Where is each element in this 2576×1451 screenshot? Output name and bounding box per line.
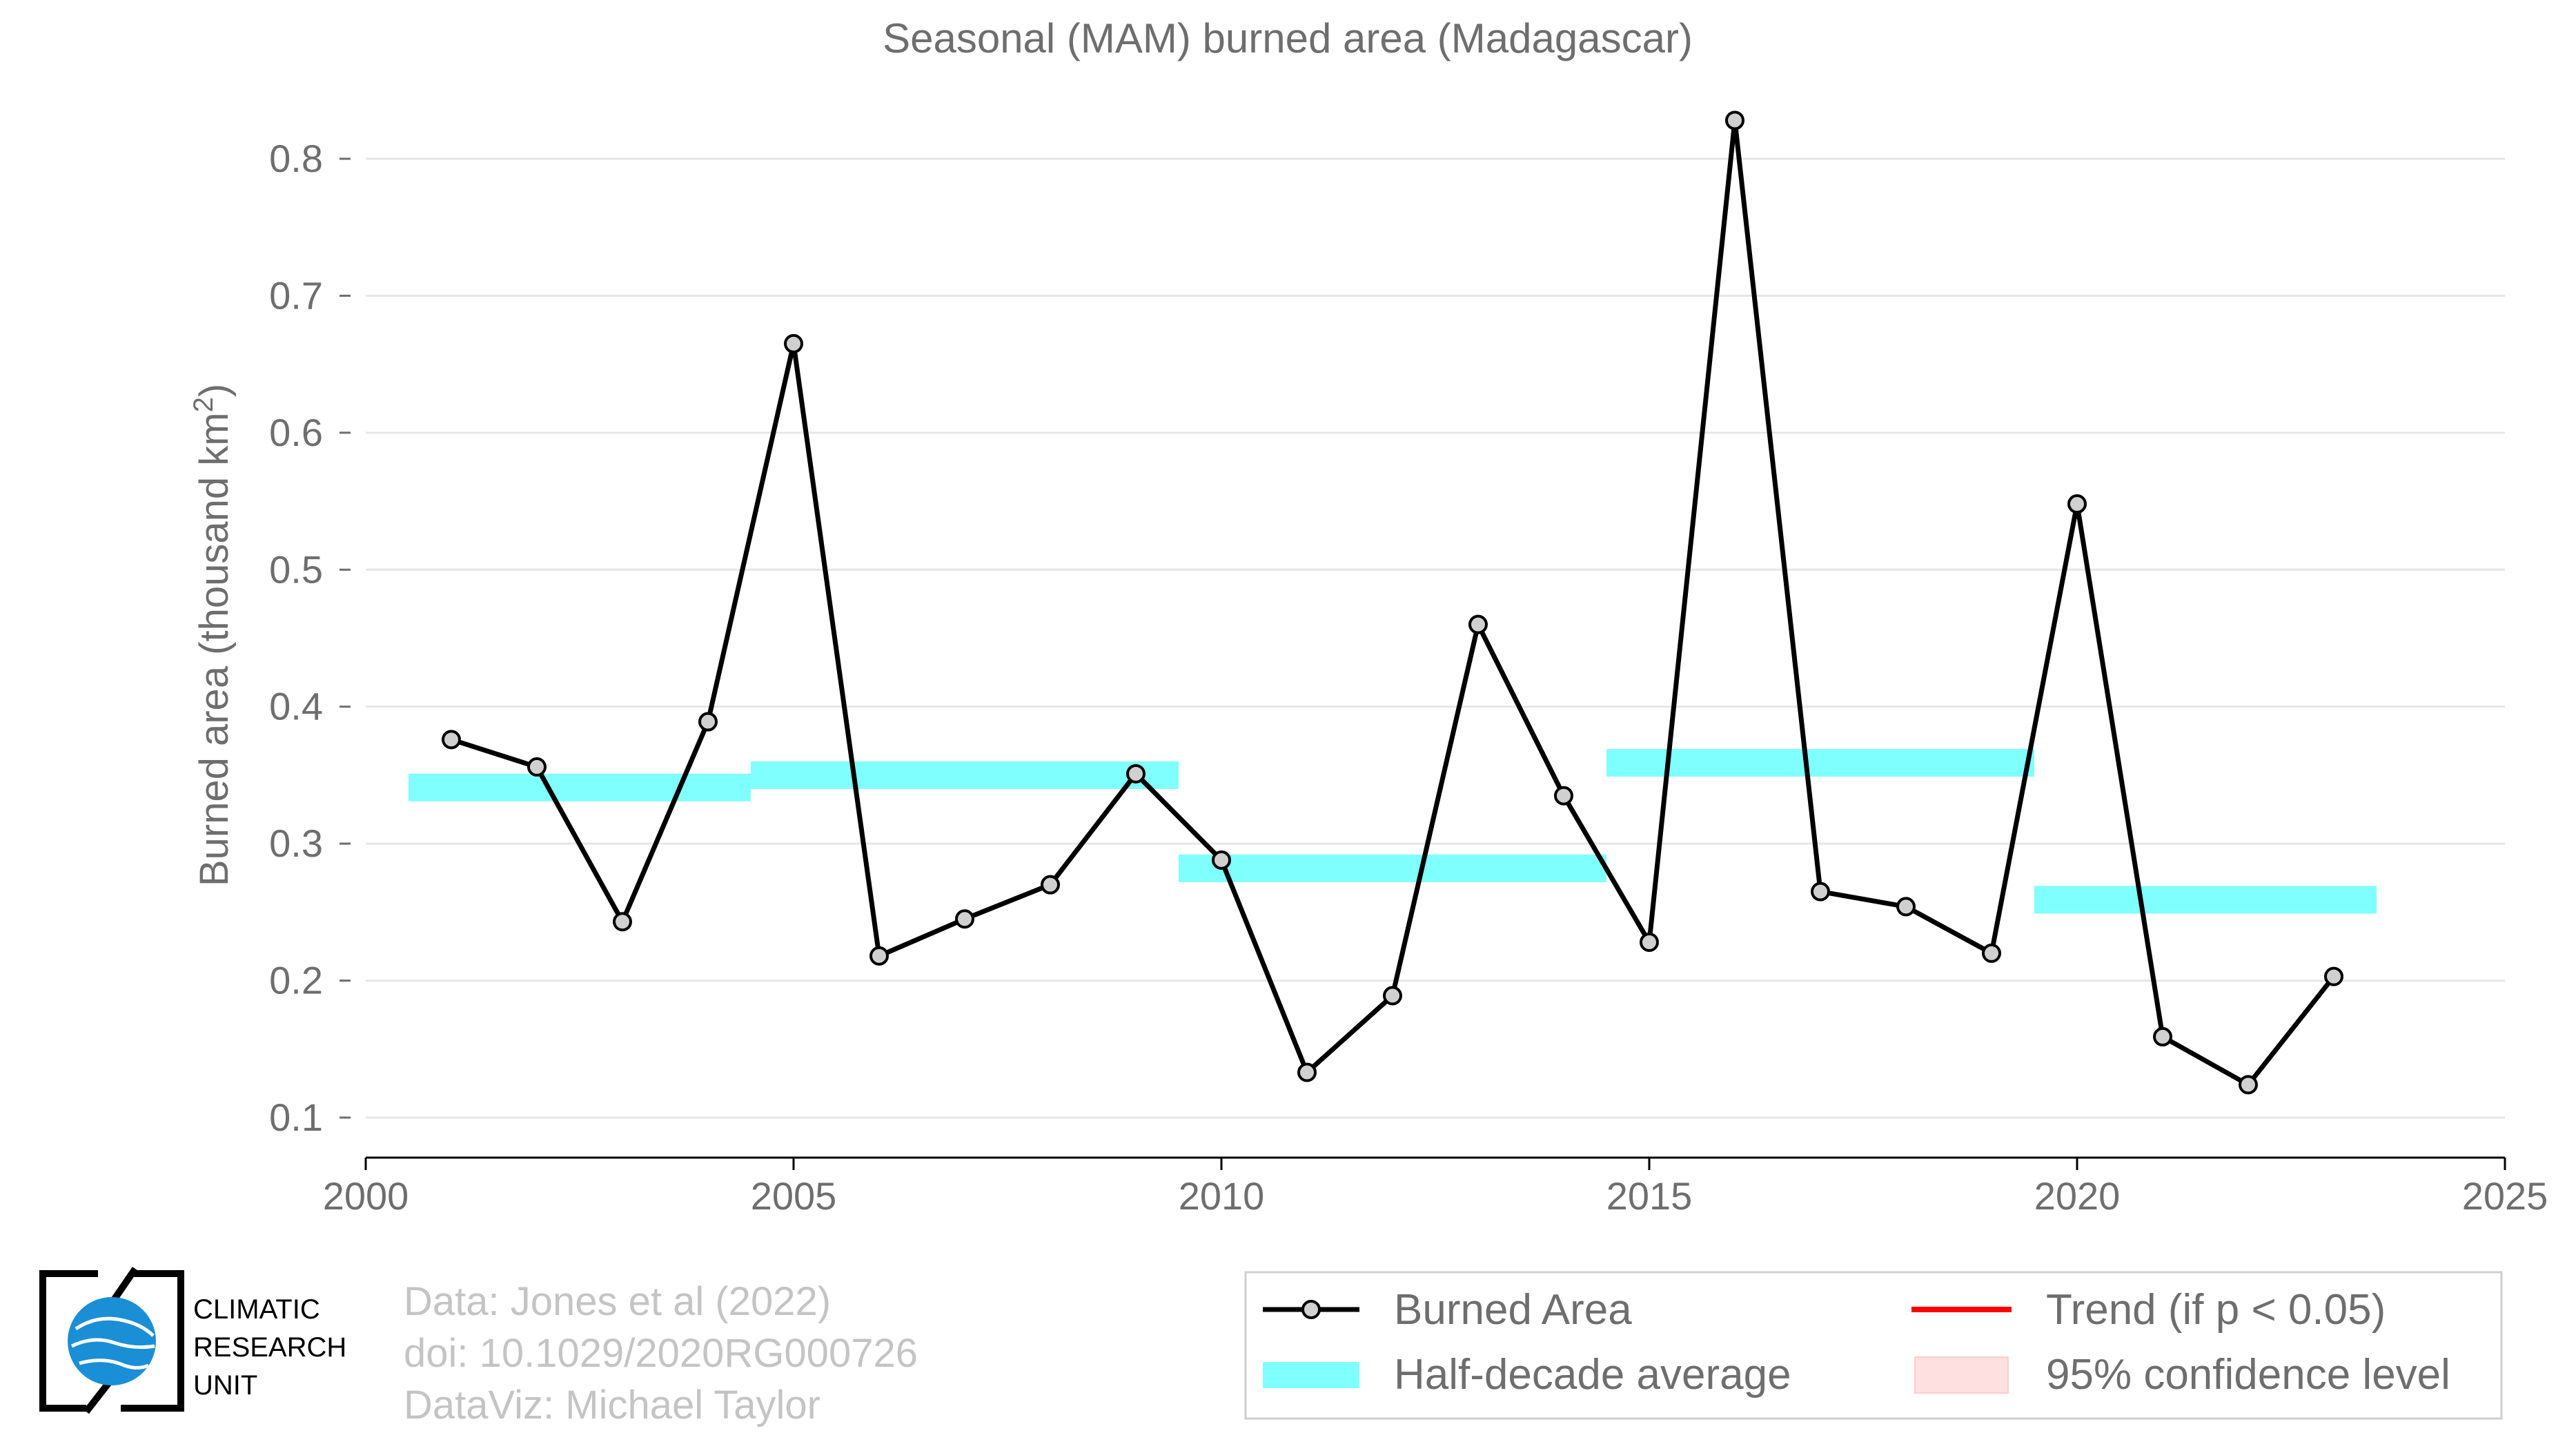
y-tick-label-2: 0.3 [269,821,323,865]
data-point-2004 [698,712,718,732]
y-tick-label-3: 0.4 [269,685,323,728]
half-decade-bands [409,749,2377,914]
x-tick-label-2: 2010 [1179,1174,1265,1218]
data-point-2009 [1126,763,1146,783]
y-tick-label-1: 0.2 [269,959,323,1002]
data-point-2011 [1297,1062,1317,1082]
y-axis-label-main: Burned area (thousand km [192,412,237,886]
credit-dataviz: DataViz: Michael Taylor [404,1383,820,1428]
x-axis-ticks: 2000 2005 2010 2015 2020 2025 [323,1158,2548,1218]
legend-label-trend: Trend (if p < 0.05) [2046,1286,2386,1334]
legend-label-burned-area: Burned Area [1394,1286,1632,1334]
globe-icon [68,1297,156,1385]
legend-item-trend: Trend (if p < 0.05) [1911,1286,2386,1334]
data-point-2021 [2153,1026,2172,1046]
y-tick-label-6: 0.7 [269,273,323,317]
logo-frame-gap [98,1267,132,1280]
y-tick-label-7: 0.8 [269,137,323,180]
legend: Burned Area Trend (if p < 0.05) Half-dec… [1244,1271,2503,1420]
data-point-2015 [1640,933,1659,953]
data-point-2001 [442,730,461,750]
data-point-2017 [1811,882,1830,902]
half-decade-band-0 [409,773,751,801]
data-point-2002 [527,757,547,777]
data-point-2005 [784,333,803,353]
half-decade-band-1 [751,761,1179,789]
logo-line-2: RESEARCH [193,1332,346,1363]
data-point-2007 [955,909,974,929]
logo-line-1: CLIMATIC [193,1294,320,1325]
legend-item-half-decade: Half-decade average [1263,1351,1791,1399]
x-tick-label-1: 2005 [751,1174,837,1218]
cru-logo: CLIMATIC RESEARCH UNIT [39,1267,346,1415]
data-point-2010 [1212,850,1231,870]
legend-item-burned-area: Burned Area [1263,1286,1632,1334]
legend-item-confidence: 95% confidence level [1914,1351,2450,1399]
x-tick-label-5: 2025 [2462,1174,2548,1218]
gridlines [366,157,2505,1119]
y-axis-label-sup: 2 [188,397,219,412]
data-point-2006 [869,946,889,966]
credit-data: Data: Jones et al (2022) [404,1279,831,1324]
data-point-2020 [2067,494,2087,514]
y-tick-label-4: 0.5 [269,547,323,591]
logo-line-3: UNIT [193,1370,257,1401]
y-tick-label-0: 0.1 [269,1095,323,1139]
data-point-2016 [1725,110,1744,130]
data-point-2003 [613,912,632,932]
half-decade-band-2 [1179,854,1606,882]
x-tick-label-3: 2015 [1606,1174,1693,1218]
legend-box [1244,1271,2503,1420]
credit-doi: doi: 10.1029/2020RG000726 [404,1331,918,1376]
legend-label-half-decade: Half-decade average [1394,1351,1791,1399]
data-point-2023 [2324,966,2343,986]
data-point-2008 [1041,875,1060,895]
y-axis-ticks: 0.1 0.2 0.3 0.4 0.5 0.6 0.7 0.8 [269,137,351,1139]
chart-title: Seasonal (MAM) burned area (Madagascar) [883,15,1693,61]
y-axis-label-end: ) [192,384,237,397]
series-line-0 [450,117,2336,1087]
data-point-2014 [1554,786,1573,806]
y-axis-label: Burned area (thousand km2) [188,384,237,886]
x-tick-label-0: 2000 [323,1174,409,1218]
series-burned-area [442,110,2343,1095]
half-decade-band-4 [2034,886,2377,914]
half-decade-band-3 [1606,749,2034,777]
x-tick-label-4: 2020 [2034,1174,2121,1218]
y-tick-label-5: 0.6 [269,411,323,454]
data-point-2013 [1468,614,1488,634]
legend-label-confidence: 95% confidence level [2046,1351,2450,1399]
data-point-2022 [2239,1075,2258,1095]
data-point-2019 [1982,943,2001,963]
data-point-2012 [1383,986,1402,1006]
data-point-2018 [1896,897,1916,917]
